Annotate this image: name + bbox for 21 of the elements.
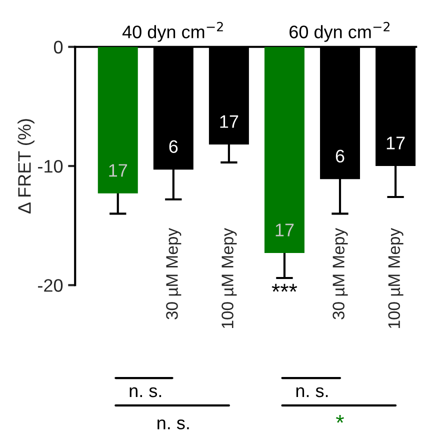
x-tick-label: 100 µM Mepy [388, 228, 404, 328]
text: n. s. [130, 387, 162, 398]
annotation: 17 [109, 164, 128, 177]
x-tick-label: 30 µM Mepy [332, 228, 348, 320]
y-tick-label: 0 [54, 40, 63, 54]
y-tick-label: -10 [38, 160, 63, 173]
annotation: 6 [336, 150, 344, 163]
annotation: *** [272, 284, 298, 292]
x-tick-label: 30 µM Mepy [166, 228, 182, 320]
annotation: 17 [276, 224, 294, 236]
annotation: 17 [220, 115, 238, 128]
y-axis-title: Δ FRET (%) [18, 119, 34, 214]
x-tick-label: 100 µM Mepy [222, 228, 237, 328]
annotation: 17 [386, 136, 405, 150]
y-tick-label: -20 [38, 279, 63, 292]
text: * [336, 414, 344, 423]
text: n. s. [296, 387, 328, 398]
text: 40 dyn cm$^{−2}$ [122, 22, 223, 42]
text: n. s. [158, 419, 189, 430]
annotation: 6 [169, 140, 178, 153]
text: 60 dyn cm$^{−2}$ [290, 22, 390, 42]
